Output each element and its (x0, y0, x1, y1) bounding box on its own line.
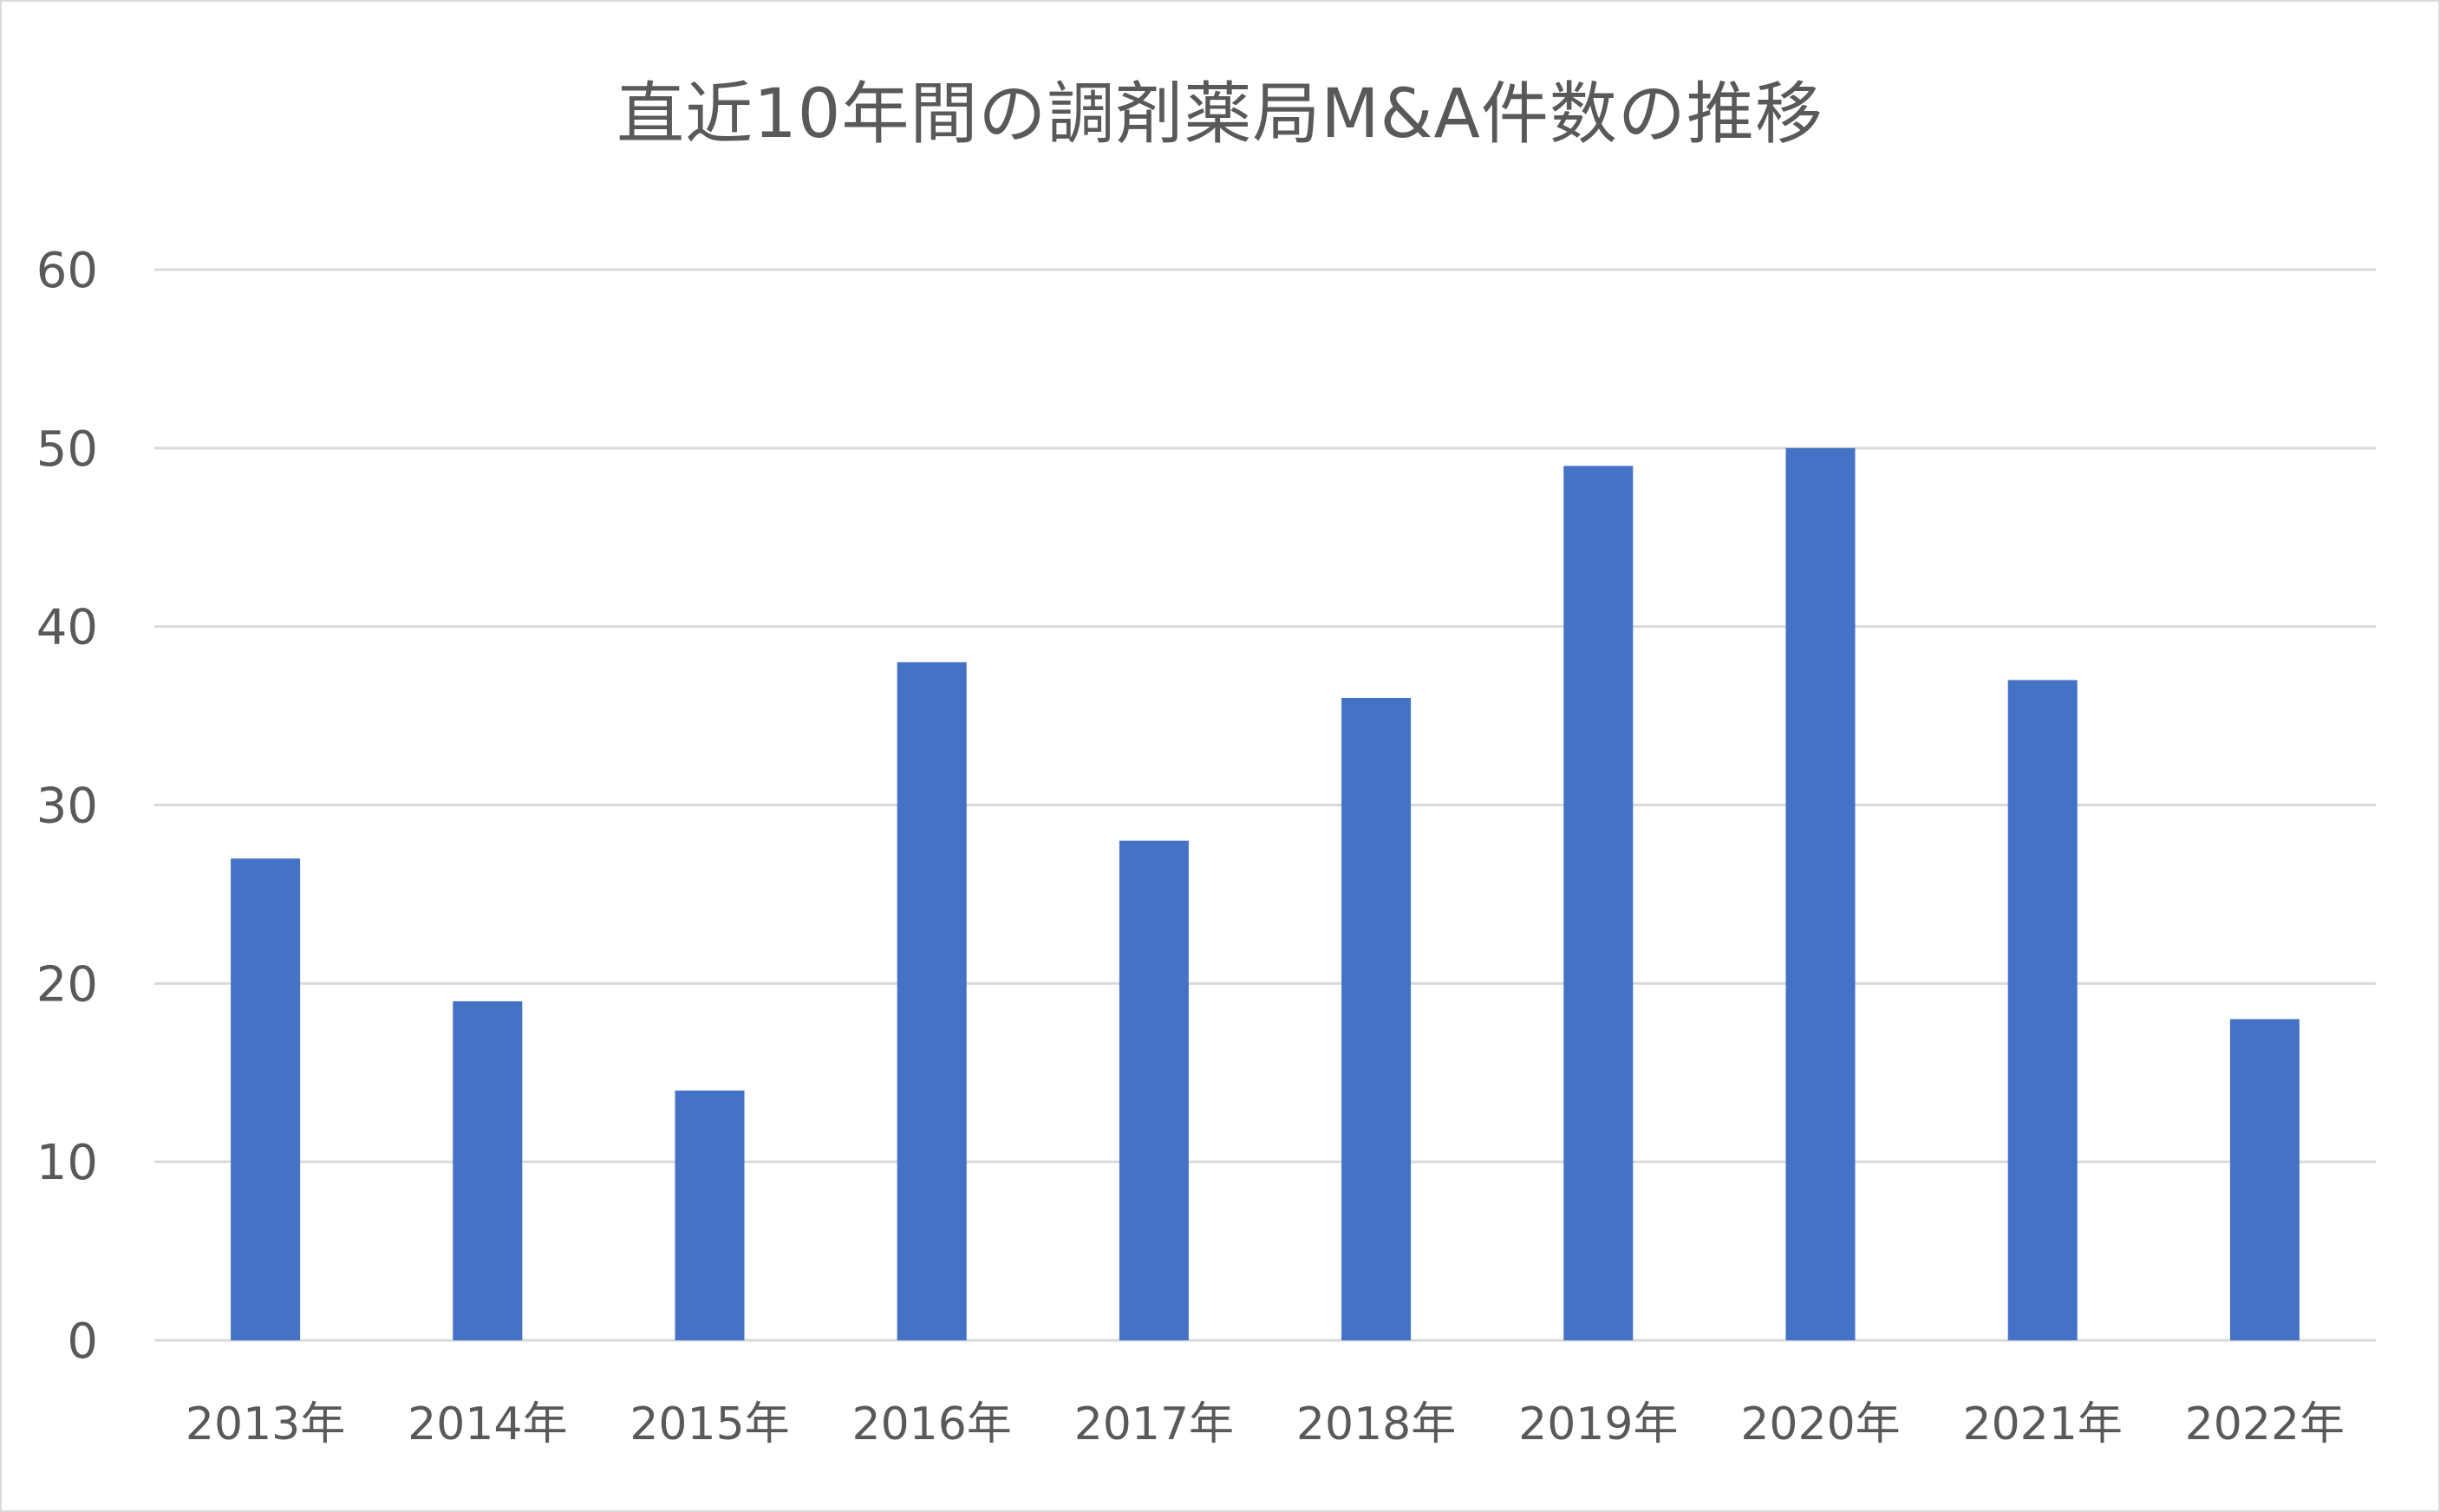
x-tick-label: 2017年 (1074, 1398, 1234, 1450)
chart-title: 直近10年間の調剤薬局M&A件数の推移 (617, 75, 1823, 153)
bars (231, 447, 2300, 1341)
bar-2014年 (453, 1000, 523, 1340)
x-axis-ticks: 2013年 2014年 2015年 2016年 2017年 2018年 2019年 2020年… (186, 1398, 2345, 1450)
y-tick-label: 20 (36, 956, 98, 1013)
bar-2016年 (897, 662, 967, 1340)
x-tick-label: 2014年 (408, 1398, 567, 1450)
y-axis-ticks: 0 10 20 30 40 50 60 (36, 243, 98, 1370)
gridlines (154, 268, 2376, 1342)
x-tick-label: 2019年 (1518, 1398, 1678, 1450)
y-tick-label: 40 (36, 600, 98, 656)
bar-2022年 (2229, 1019, 2300, 1340)
y-tick-label: 50 (36, 421, 98, 478)
x-tick-label: 2015年 (630, 1398, 789, 1450)
bar-2017年 (1119, 840, 1189, 1340)
bar-2018年 (1341, 698, 1412, 1340)
bar-2013年 (231, 858, 301, 1340)
x-tick-label: 2020年 (1740, 1398, 1900, 1450)
bar-2021年 (2007, 680, 2078, 1340)
y-tick-label: 10 (36, 1135, 98, 1191)
bar-2019年 (1563, 466, 1634, 1340)
x-tick-label: 2018年 (1296, 1398, 1456, 1450)
x-tick-label: 2016年 (852, 1398, 1012, 1450)
x-tick-label: 2013年 (186, 1398, 345, 1450)
x-tick-label: 2021年 (1963, 1398, 2123, 1450)
y-tick-label: 60 (36, 243, 98, 299)
y-tick-label: 0 (67, 1313, 98, 1370)
bar-2015年 (675, 1090, 745, 1340)
y-tick-label: 30 (36, 779, 98, 835)
bar-2020年 (1785, 447, 1856, 1341)
x-tick-label: 2022年 (2185, 1398, 2345, 1450)
